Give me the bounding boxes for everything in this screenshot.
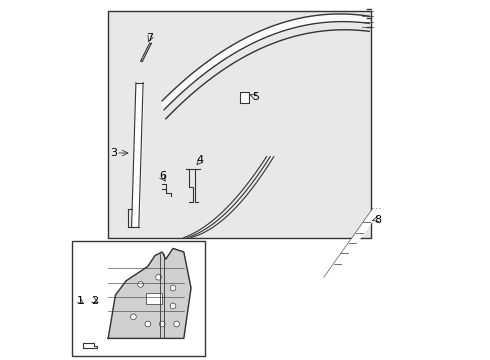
- Text: 7: 7: [146, 33, 153, 43]
- Circle shape: [130, 314, 136, 320]
- Circle shape: [170, 303, 176, 309]
- Circle shape: [156, 274, 162, 280]
- FancyBboxPatch shape: [108, 11, 371, 238]
- Circle shape: [138, 282, 144, 287]
- Circle shape: [145, 321, 151, 327]
- Text: 2: 2: [91, 296, 98, 306]
- Circle shape: [159, 321, 165, 327]
- Circle shape: [174, 321, 179, 327]
- Polygon shape: [85, 343, 98, 348]
- Text: 3: 3: [110, 148, 117, 158]
- Text: 8: 8: [375, 215, 382, 225]
- FancyBboxPatch shape: [72, 241, 205, 356]
- Text: 4: 4: [196, 155, 203, 165]
- Text: 5: 5: [252, 92, 259, 102]
- Bar: [146, 293, 162, 304]
- Circle shape: [170, 285, 176, 291]
- Text: 1: 1: [76, 296, 84, 306]
- Polygon shape: [240, 92, 248, 103]
- Polygon shape: [108, 248, 191, 338]
- Text: 6: 6: [159, 171, 167, 181]
